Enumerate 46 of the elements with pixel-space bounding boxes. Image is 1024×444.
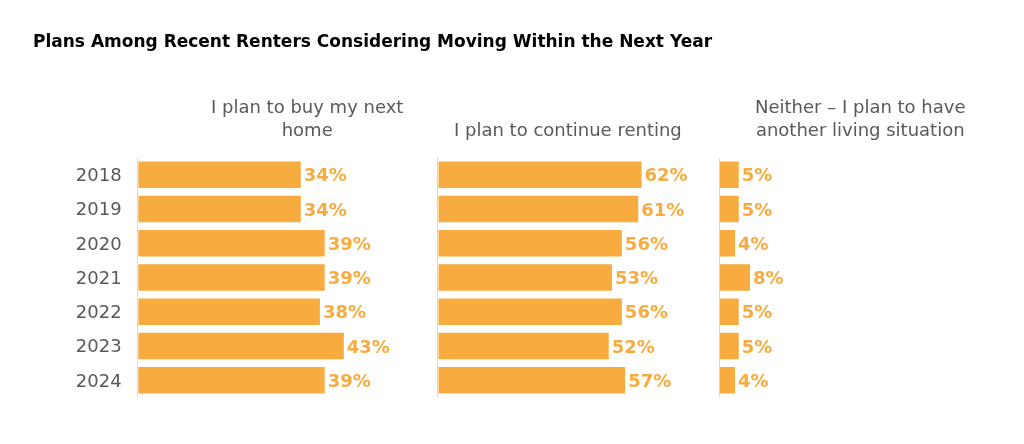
data-label: 56% bbox=[624, 301, 668, 323]
data-label: 53% bbox=[615, 267, 659, 288]
data-label: 52% bbox=[611, 335, 655, 357]
data-label: 39% bbox=[327, 232, 371, 254]
bar bbox=[138, 366, 325, 394]
bar bbox=[438, 332, 609, 360]
chart-title: Plans Among Recent Renters Considering Moving Within the Next Year bbox=[33, 31, 713, 51]
data-label: 4% bbox=[737, 232, 769, 254]
bar bbox=[138, 195, 301, 223]
data-label: 4% bbox=[737, 369, 769, 391]
bar bbox=[138, 264, 325, 291]
data-label: 5% bbox=[741, 198, 773, 220]
y-tick-label: 2024 bbox=[75, 369, 122, 391]
data-label: 39% bbox=[327, 267, 371, 288]
data-label: 38% bbox=[322, 301, 366, 323]
bar bbox=[438, 366, 626, 394]
text: Neither – I plan to have another living situation bbox=[755, 96, 966, 141]
bar bbox=[438, 229, 622, 257]
y-tick-label: 2022 bbox=[75, 301, 122, 323]
data-label: 5% bbox=[741, 335, 773, 357]
chart-subtitle: I plan to continue renting bbox=[454, 119, 682, 140]
bar bbox=[438, 161, 642, 189]
bar bbox=[138, 298, 320, 326]
bar bbox=[438, 264, 613, 291]
data-label: 57% bbox=[628, 369, 672, 391]
y-tick-label: 2018 bbox=[75, 164, 122, 186]
bar bbox=[138, 229, 325, 257]
bar bbox=[438, 298, 622, 326]
data-label: 8% bbox=[753, 267, 784, 288]
y-tick-label: 2023 bbox=[75, 335, 122, 357]
data-label: 5% bbox=[741, 301, 773, 323]
bar bbox=[438, 195, 639, 223]
y-tick-label: 2019 bbox=[75, 198, 122, 220]
data-label: 43% bbox=[346, 335, 390, 357]
y-tick-label: 2021 bbox=[75, 266, 122, 288]
data-label: 5% bbox=[741, 164, 773, 186]
data-label: 39% bbox=[327, 369, 371, 391]
y-tick-label: 2020 bbox=[75, 232, 122, 254]
data-label: 62% bbox=[644, 164, 688, 186]
bar bbox=[138, 161, 301, 189]
data-label: 56% bbox=[624, 232, 668, 254]
data-label: 61% bbox=[641, 198, 685, 220]
data-label: 34% bbox=[303, 164, 347, 186]
chart-subtitle: I plan to buy my next home bbox=[211, 96, 404, 141]
bar bbox=[138, 332, 344, 360]
data-label: 34% bbox=[303, 198, 347, 220]
